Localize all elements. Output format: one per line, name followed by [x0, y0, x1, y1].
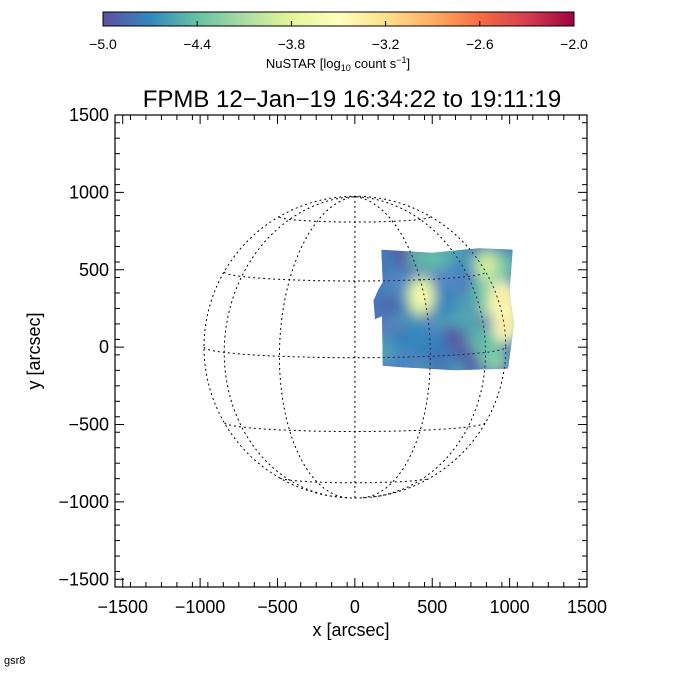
- heatmap-cell: [373, 336, 396, 366]
- colorbar-label: NuSTAR [log10 count s−1]: [266, 55, 410, 73]
- grid-overlay: [224, 197, 507, 498]
- longitude-line: [223, 196, 355, 498]
- x-tick-label: −1000: [175, 597, 226, 617]
- colorbar-tick-label: −2.0: [560, 36, 588, 52]
- colorbar-tick-label: −4.4: [183, 36, 211, 52]
- x-tick-label: 500: [417, 597, 447, 617]
- heatmap-clip: [373, 248, 515, 371]
- longitude-line: [224, 197, 355, 497]
- plot-frame: [114, 114, 588, 588]
- y-tick-label: 0: [99, 337, 109, 357]
- colorbar-tick-label: −2.6: [466, 36, 494, 52]
- y-tick-label: −500: [68, 415, 109, 435]
- heatmap-cell: [442, 325, 463, 346]
- solar-limb: [373, 248, 507, 371]
- latitude-line: [224, 422, 486, 432]
- heatmap-cell: [406, 316, 427, 337]
- heatmap-cell: [417, 360, 431, 371]
- colorbar: −5.0 −4.4 −3.8 −3.2 −2.6 −2.0 NuSTAR [log10 c…: [89, 11, 588, 73]
- colorbar-tick-label: −3.2: [372, 36, 400, 52]
- y-tick-label: 500: [79, 260, 109, 280]
- x-tick-label: −500: [257, 597, 298, 617]
- heatmap-cell: [394, 358, 409, 371]
- longitude-line: [278, 196, 355, 499]
- colorbar-tick-label: −5.0: [89, 36, 117, 52]
- heatmap-cell: [407, 248, 434, 272]
- latitude-line: [373, 271, 486, 282]
- y-axis-ticks: −1500 −1000 −500 0 500 1000 1500: [58, 105, 587, 589]
- heatmap-image: [224, 197, 515, 498]
- colorbar-strip: [102, 11, 575, 27]
- heatmap-cell: [440, 248, 468, 262]
- bright-source-core: [499, 313, 514, 334]
- longitude-line: [373, 248, 431, 371]
- x-tick-label: 1000: [490, 597, 530, 617]
- longitude-line: [373, 248, 486, 371]
- bright-source-core: [479, 256, 494, 277]
- heatmap-cell: [373, 313, 397, 337]
- heatmap-cell: [423, 332, 446, 354]
- x-axis-label: x [arcsec]: [312, 620, 389, 640]
- footer-label: gsr8: [4, 655, 26, 667]
- x-tick-label: 1500: [567, 597, 607, 617]
- latitude-line: [278, 216, 431, 223]
- x-tick-label: −1500: [97, 597, 148, 617]
- heatmap-cell: [383, 267, 410, 294]
- chart-title: FPMB 12−Jan−19 16:34:22 to 19:11:19: [143, 86, 562, 113]
- y-tick-label: 1500: [69, 105, 109, 125]
- y-tick-label: 1000: [69, 182, 109, 202]
- bright-source-core: [414, 286, 429, 307]
- colorbar-ticks: −5.0 −4.4 −3.8 −3.2 −2.6 −2.0: [89, 21, 588, 52]
- y-tick-label: −1500: [58, 569, 109, 589]
- latitude-line: [203, 346, 507, 359]
- heatmap-texture: [373, 248, 515, 371]
- latitude-line: [279, 477, 430, 484]
- longitude-line: [279, 197, 355, 498]
- x-tick-label: 0: [350, 597, 360, 617]
- y-axis-label: y [arcsec]: [24, 312, 44, 389]
- plot-area: [203, 195, 515, 499]
- y-tick-label: −1000: [58, 492, 109, 512]
- x-axis-ticks: −1500 −1000 −500 0 500 1000 1500: [97, 115, 607, 617]
- heatmap-cell: [478, 343, 501, 366]
- colorbar-tick-label: −3.8: [278, 36, 306, 52]
